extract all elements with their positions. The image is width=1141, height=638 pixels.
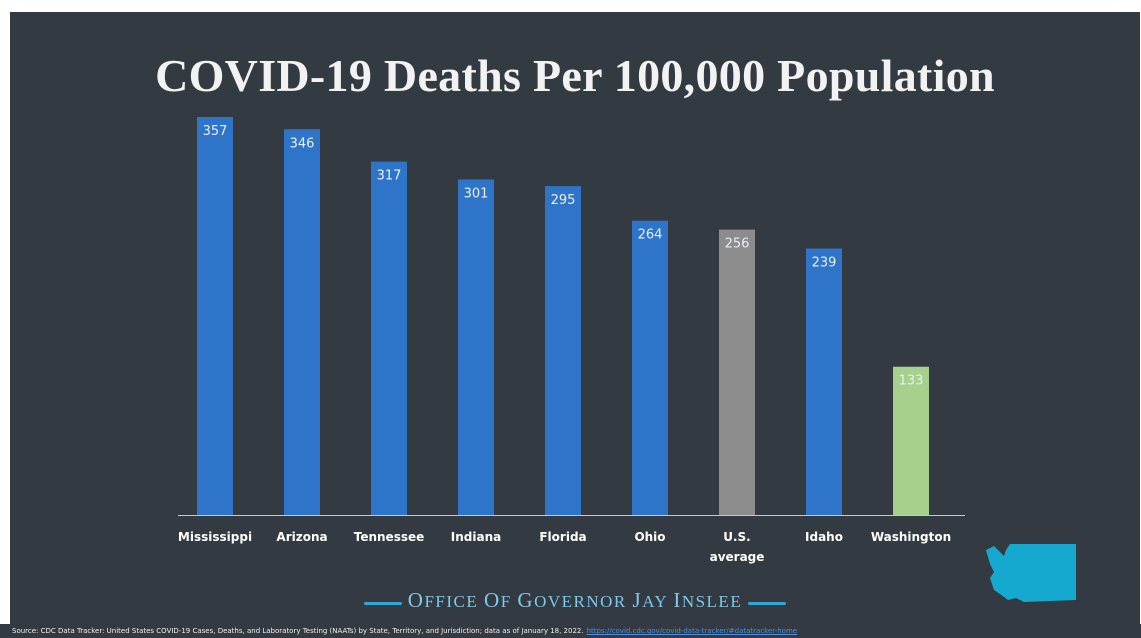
data-label-washington: 133 — [899, 374, 924, 389]
bar-ohio — [632, 220, 668, 516]
data-label-idaho: 239 — [812, 256, 837, 271]
data-label-indiana: 301 — [464, 186, 489, 201]
category-label-arizona: Arizona — [276, 530, 327, 544]
source-text: Source: CDC Data Tracker: United States … — [12, 627, 584, 635]
slide: COVID-19 Deaths Per 100,000 Population 3… — [10, 12, 1140, 624]
bar-tennessee — [371, 161, 407, 515]
category-label-indiana: Indiana — [451, 530, 501, 544]
bar-indiana — [458, 179, 494, 515]
category-label-u-s-average: U.S. average — [710, 530, 765, 564]
bar-arizona — [284, 129, 320, 515]
bar-mississippi — [197, 117, 233, 515]
category-label-ohio: Ohio — [634, 530, 665, 544]
category-label-florida: Florida — [539, 530, 586, 544]
category-label-mississippi: Mississippi — [178, 530, 252, 544]
bar-florida — [545, 186, 581, 515]
bar-washington — [893, 366, 929, 515]
bar-chart: 357 Mississippi 346 Arizona 317 Tennessee 301 I… — [178, 117, 965, 564]
washington-state-map-icon — [986, 544, 1076, 602]
footer-right-rule — [748, 601, 787, 605]
chart-title: COVID-19 Deaths Per 100,000 Population — [155, 50, 995, 101]
category-label-tennessee: Tennessee — [354, 530, 425, 544]
office-footer: OFFICE OF GOVERNOR JAY INSLEE — [10, 588, 1140, 613]
source-note: Source: CDC Data Tracker: United States … — [0, 624, 1141, 638]
office-name: OFFICE OF GOVERNOR JAY INSLEE — [407, 588, 743, 612]
footer-left-rule — [363, 601, 402, 605]
source-link[interactable]: https://covid.cdc.gov/covid-data-tracker… — [586, 627, 798, 635]
bar-idaho — [806, 248, 842, 515]
data-label-tennessee: 317 — [377, 169, 402, 184]
data-label-florida: 295 — [551, 193, 576, 208]
bar-u-s-average — [719, 229, 755, 516]
data-label-arizona: 346 — [290, 136, 315, 151]
data-label-mississippi: 357 — [203, 124, 228, 139]
category-label-idaho: Idaho — [805, 530, 843, 544]
category-label-washington: Washington — [871, 530, 951, 544]
data-label-ohio: 264 — [638, 228, 663, 243]
data-label-u-s-average: 256 — [725, 237, 750, 252]
